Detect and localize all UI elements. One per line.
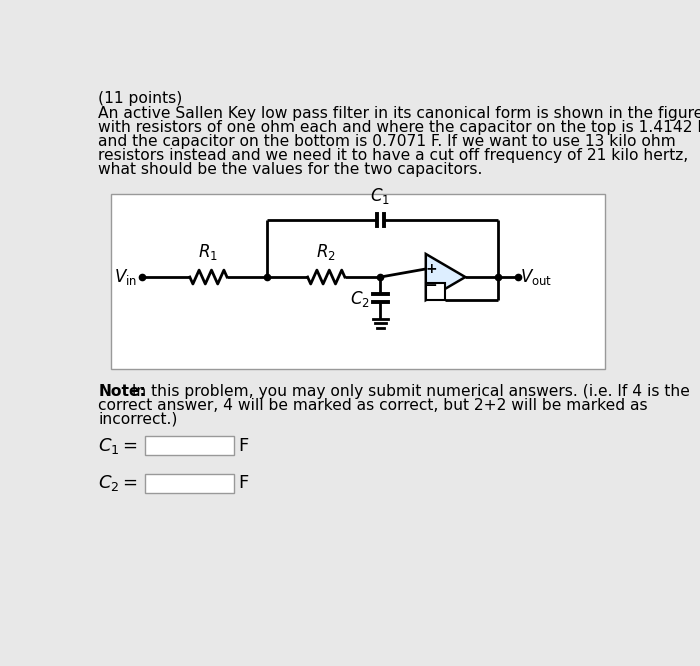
Text: resistors instead and we need it to have a cut off frequency of 21 kilo hertz,: resistors instead and we need it to have… — [98, 148, 689, 163]
Text: with resistors of one ohm each and where the capacitor on the top is 1.4142 F: with resistors of one ohm each and where… — [98, 120, 700, 135]
Text: and the capacitor on the bottom is 0.7071 F. If we want to use 13 kilo ohm: and the capacitor on the bottom is 0.707… — [98, 134, 676, 149]
Text: F: F — [239, 474, 249, 492]
Text: incorrect.): incorrect.) — [98, 412, 178, 427]
Bar — [111, 194, 606, 370]
Text: (11 points): (11 points) — [98, 91, 183, 106]
Text: An active Sallen Key low pass filter in its canonical form is shown in the figur: An active Sallen Key low pass filter in … — [98, 106, 700, 121]
Text: $V_{\rm in}$: $V_{\rm in}$ — [114, 267, 137, 287]
Text: Note:: Note: — [98, 384, 146, 399]
Bar — [145, 436, 234, 455]
Text: In this problem, you may only submit numerical answers. (i.e. If 4 is the: In this problem, you may only submit num… — [127, 384, 690, 399]
Text: $C_1$: $C_1$ — [370, 186, 391, 206]
Text: $R_2$: $R_2$ — [316, 242, 336, 262]
Polygon shape — [426, 254, 466, 300]
Text: $R_1$: $R_1$ — [198, 242, 218, 262]
Text: −: − — [425, 278, 438, 292]
Text: F: F — [239, 437, 249, 455]
Text: $V_{\rm out}$: $V_{\rm out}$ — [520, 267, 552, 287]
Bar — [426, 282, 445, 300]
Bar — [145, 474, 234, 493]
Text: +: + — [426, 262, 437, 276]
Text: $C_1 =$: $C_1 =$ — [98, 436, 138, 456]
Text: $C_2 =$: $C_2 =$ — [98, 474, 138, 494]
Text: correct answer, 4 will be marked as correct, but 2+2 will be marked as: correct answer, 4 will be marked as corr… — [98, 398, 648, 413]
Text: $C_2$: $C_2$ — [350, 289, 370, 310]
Text: what should be the values for the two capacitors.: what should be the values for the two ca… — [98, 162, 483, 176]
